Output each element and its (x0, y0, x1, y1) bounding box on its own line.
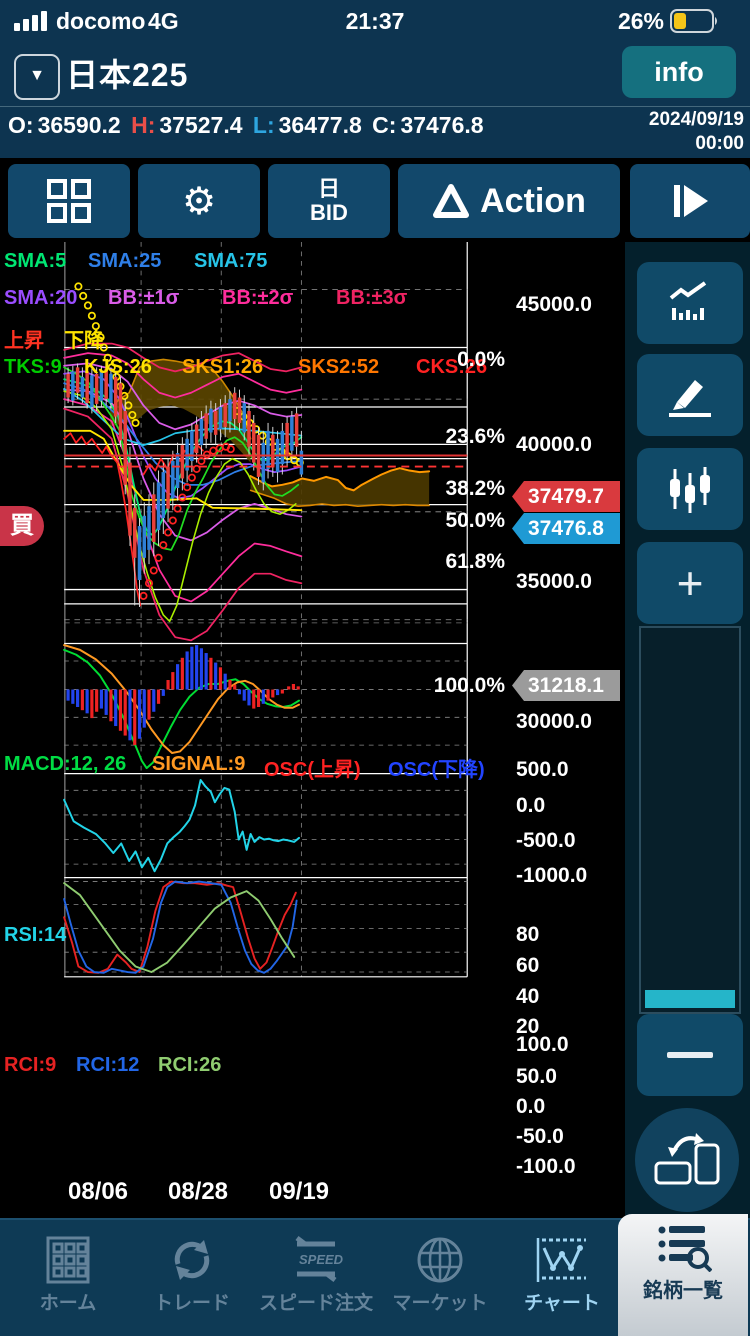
refresh-arrows-icon (174, 1240, 210, 1280)
layout-grid-button[interactable] (8, 164, 130, 238)
symbol-dropdown-button[interactable]: ▼ (14, 54, 60, 100)
nav-speed-order[interactable]: SPEED スピード注文 (256, 1228, 376, 1332)
action-label: Action (480, 181, 586, 220)
close-label: C: (372, 112, 397, 138)
nav-label: チャート (524, 1293, 600, 1314)
step-forward-icon (674, 185, 708, 217)
low-label: L: (252, 112, 275, 138)
rotate-screen-button[interactable] (635, 1108, 739, 1212)
date-label: 2024/09/19 (648, 109, 744, 130)
zoom-out-button[interactable] (637, 1014, 743, 1096)
status-bar: docomo 4G 21:37 26% (0, 0, 750, 42)
list-search-icon (658, 1226, 712, 1272)
battery-percent-label: 26% (617, 8, 664, 34)
buy-badge[interactable]: 買 (0, 506, 44, 546)
clock: 21:37 (345, 8, 405, 34)
globe-icon (417, 1237, 463, 1283)
plus-icon: + (676, 557, 704, 609)
x-tick: 08/06 (67, 1178, 129, 1205)
low-value: 36477.8 (278, 112, 362, 138)
nav-chart[interactable]: チャート (502, 1228, 622, 1332)
pencil-icon (669, 380, 711, 417)
nav-label: 銘柄一覧 (643, 1280, 723, 1302)
high-value: 37527.4 (159, 112, 243, 138)
carrier-label: docomo (56, 8, 146, 34)
nav-label: スピード注文 (258, 1293, 373, 1314)
open-value: 36590.2 (37, 112, 121, 138)
datetime-block: 2024/09/19 00:00 (649, 108, 744, 156)
svg-text:SPEED: SPEED (299, 1252, 344, 1267)
rotate-device-icon (654, 1133, 720, 1185)
zoom-slider-track[interactable] (639, 626, 741, 1014)
action-button[interactable]: Action (398, 164, 620, 238)
nav-trade[interactable]: トレード (132, 1228, 252, 1332)
network-type-label: 4G (148, 8, 179, 34)
signal-strength-icon (14, 11, 47, 31)
time-label: 00:00 (695, 133, 744, 154)
chart-canvas[interactable] (0, 242, 621, 1172)
line-chart-icon (669, 281, 707, 320)
bid-label: BID (310, 200, 348, 225)
nav-symbol-list[interactable]: 銘柄一覧 (618, 1214, 748, 1336)
zoom-slider-thumb[interactable] (645, 990, 735, 1008)
open-label: O: (8, 112, 34, 138)
nav-label: ホーム (39, 1293, 97, 1314)
close-value: 37476.8 (400, 112, 484, 138)
header: docomo 4G 21:37 26% ▼ 日本225 info O: 36590… (0, 0, 750, 158)
period-label: 日 (317, 176, 340, 201)
nav-market[interactable]: マーケット (380, 1228, 500, 1332)
speed-icon: SPEED (295, 1236, 344, 1282)
chart-w-icon (536, 1238, 586, 1282)
chevron-down-icon: ▼ (29, 67, 45, 84)
nav-home[interactable]: ホーム (8, 1228, 128, 1332)
chart-type-button[interactable] (637, 262, 743, 344)
x-tick: 08/28 (167, 1178, 229, 1205)
ohlc-row: O: 36590.2 H: 37527.4 L: 36477.8 C: 37476.8 (8, 112, 608, 139)
step-forward-button[interactable] (630, 164, 750, 238)
zoom-in-button[interactable]: + (637, 542, 743, 624)
candlestick-icon (670, 467, 710, 513)
header-divider (0, 106, 750, 107)
home-grid-icon (46, 1236, 90, 1284)
nav-label: マーケット (392, 1293, 488, 1314)
period-bid-button[interactable]: 日 BID (268, 164, 390, 238)
x-tick: 09/19 (268, 1178, 330, 1205)
info-button[interactable]: info (622, 46, 736, 98)
nav-label: トレード (153, 1293, 230, 1314)
draw-button[interactable] (637, 354, 743, 436)
high-label: H: (131, 112, 156, 138)
gear-icon: ⚙ (181, 180, 217, 223)
grid-icon (47, 179, 91, 223)
action-logo-icon (433, 184, 470, 218)
settings-button[interactable]: ⚙ (138, 164, 260, 238)
candle-settings-button[interactable] (637, 448, 743, 530)
battery-icon (670, 9, 717, 33)
symbol-title: 日本225 (66, 57, 189, 93)
chart-sidebar: + (625, 242, 750, 1218)
bottom-nav: ホーム トレード SPEED スピード注文 マーケット (0, 1214, 750, 1336)
minus-icon (667, 1052, 713, 1058)
